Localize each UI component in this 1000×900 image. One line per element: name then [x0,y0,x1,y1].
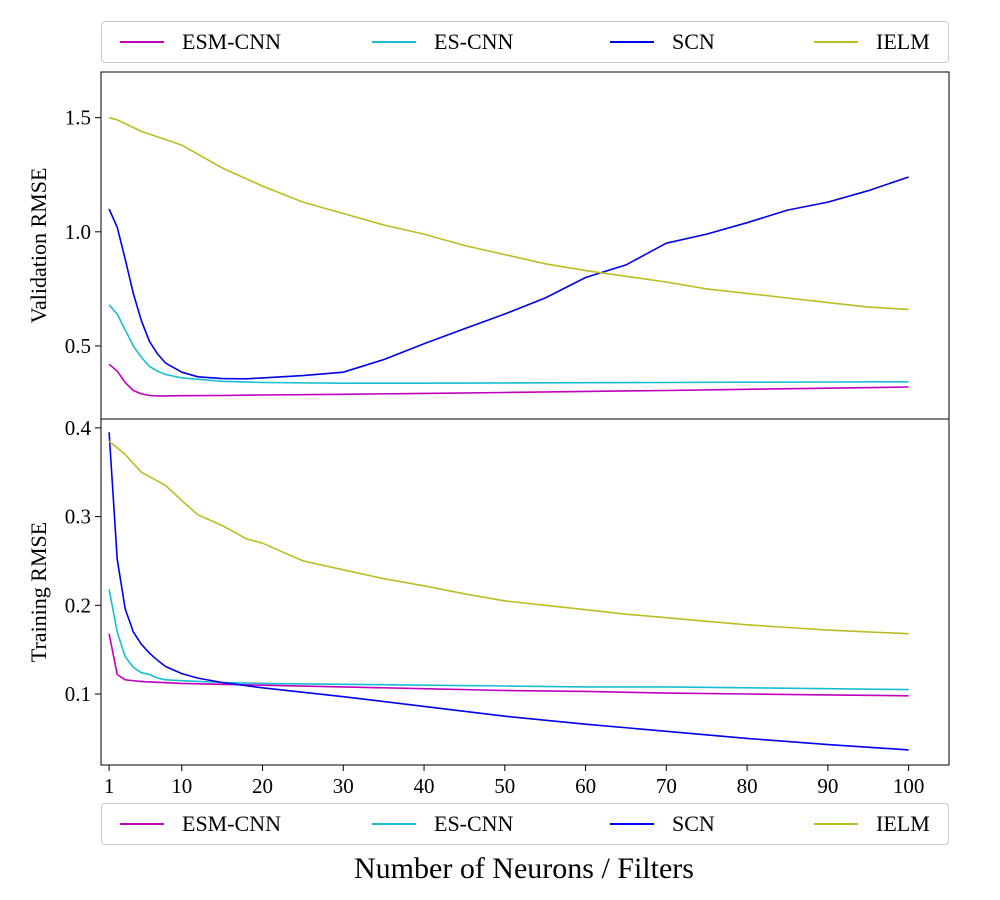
legend-label-scn-bottom: SCN [672,811,715,836]
legend-swatch-scn-bottom [610,823,654,825]
training-xtick-label: 100 [893,774,925,798]
validation-y-axis-label: Validation RMSE [26,168,51,324]
legend-label-esm-cnn: ESM-CNN [182,29,282,54]
legend-swatch-es-cnn [372,41,416,43]
legend-swatch-esm-cnn-bottom [120,823,164,825]
training-ytick-label: 0.1 [65,682,91,706]
training-xtick-label: 80 [737,774,758,798]
training-series-esm-cnn [108,633,909,697]
training-series-scn [108,432,909,751]
validation-plot-frame [100,71,950,420]
training-series-ielm [108,440,909,635]
training-ytick-label: 0.2 [65,593,91,617]
training-xtick-label: 30 [333,774,354,798]
training-xtick-label: 1 [104,774,115,798]
x-axis-label: Number of Neurons / Filters [354,852,694,885]
legend-swatch-scn [610,41,654,43]
legend-label-es-cnn-bottom: ES-CNN [434,811,514,836]
legend-swatch-ielm [814,41,858,43]
legend-item-scn: SCN [610,22,715,62]
legend-item-esm-cnn: ESM-CNN [120,22,281,62]
validation-series-ielm [108,116,909,311]
legend-item-ielm: IELM [814,22,930,62]
training-xtick-label: 10 [171,774,192,798]
legend-swatch-es-cnn-bottom [372,823,416,825]
legend-top: ESM-CNN ES-CNN SCN IELM [101,21,949,63]
legend-label-ielm: IELM [876,29,930,54]
legend-label-ielm-bottom: IELM [876,811,930,836]
training-series-es-cnn [108,589,909,691]
legend-item-es-cnn: ES-CNN [372,22,513,62]
training-xtick-label: 50 [494,774,515,798]
training-xtick-label: 20 [252,774,273,798]
training-xtick-label: 90 [817,774,838,798]
legend-swatch-esm-cnn [120,41,164,43]
validation-ytick-label: 1.0 [65,220,91,244]
legend-label-esm-cnn-bottom: ESM-CNN [182,811,282,836]
training-xtick-label: 70 [656,774,677,798]
validation-series-scn [108,176,909,380]
legend-bottom: ESM-CNN ES-CNN SCN IELM [101,803,949,845]
validation-ytick-label: 0.5 [65,334,91,358]
training-plot-frame [100,418,950,766]
training-ytick-label: 0.4 [65,416,92,440]
validation-ytick-label: 1.5 [65,106,91,130]
legend-swatch-ielm-bottom [814,823,858,825]
training-y-axis-label: Training RMSE [26,522,51,662]
legend-label-scn: SCN [672,29,715,54]
training-ytick-label: 0.3 [65,505,91,529]
validation-series-es-cnn [108,304,909,385]
legend-item-ielm-bottom: IELM [814,804,930,844]
validation-series-esm-cnn [108,363,909,397]
training-xtick-label: 60 [575,774,596,798]
legend-item-esm-cnn-bottom: ESM-CNN [120,804,281,844]
legend-item-es-cnn-bottom: ES-CNN [372,804,513,844]
legend-item-scn-bottom: SCN [610,804,715,844]
training-xtick-label: 40 [414,774,435,798]
legend-label-es-cnn: ES-CNN [434,29,514,54]
